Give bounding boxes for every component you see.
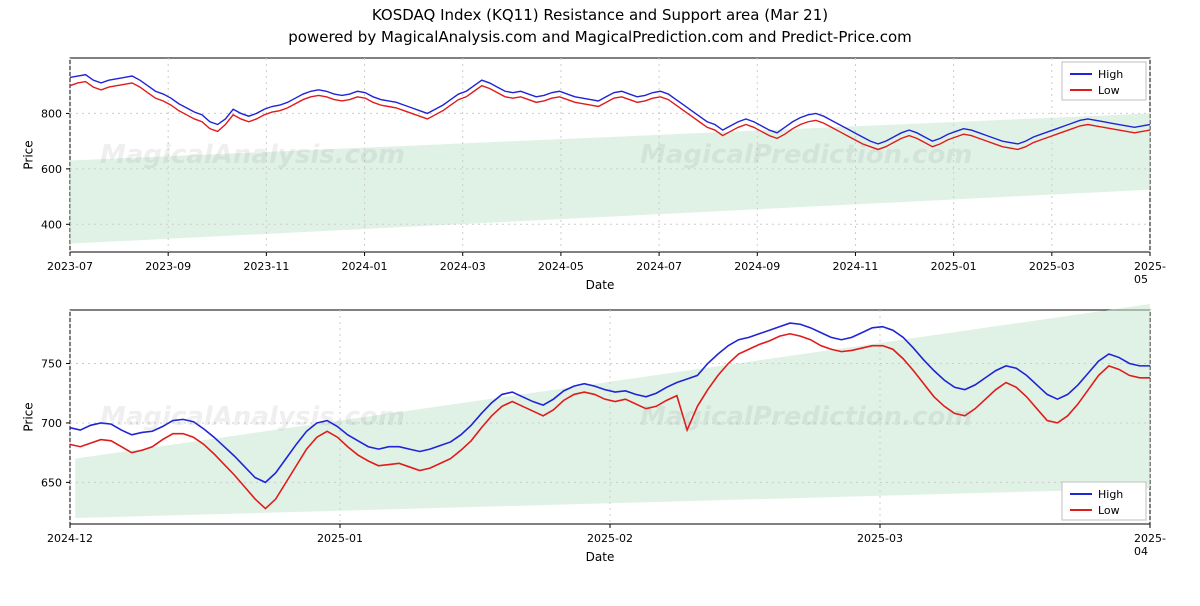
xtick-label: 2024-11: [832, 260, 878, 273]
svg-text:400: 400: [41, 218, 62, 231]
top-xlabel: Date: [0, 278, 1200, 292]
top-chart-container: Price 400600800HighLow MagicalAnalysis.c…: [60, 50, 1180, 260]
xtick-label: 2023-07: [47, 260, 93, 273]
svg-text:650: 650: [41, 476, 62, 489]
svg-text:High: High: [1098, 68, 1123, 81]
bottom-chart: 650700750HighLow: [60, 302, 1160, 532]
xtick-label: 2023-11: [243, 260, 289, 273]
xtick-label: 2025-05: [1134, 260, 1166, 286]
xtick-label: 2024-01: [342, 260, 388, 273]
top-ylabel: Price: [22, 140, 36, 169]
xtick-label: 2024-03: [440, 260, 486, 273]
top-xtick-row: 2023-072023-092023-112024-012024-032024-…: [60, 260, 1180, 276]
xtick-label: 2025-02: [587, 532, 633, 545]
xtick-label: 2025-04: [1134, 532, 1166, 558]
xtick-label: 2024-12: [47, 532, 93, 545]
svg-text:Low: Low: [1098, 84, 1120, 97]
xtick-label: 2025-03: [1029, 260, 1075, 273]
bottom-chart-container: Price 650700750HighLow MagicalAnalysis.c…: [60, 302, 1180, 532]
chart-subtitle: powered by MagicalAnalysis.com and Magic…: [0, 28, 1200, 46]
svg-text:700: 700: [41, 417, 62, 430]
svg-text:High: High: [1098, 488, 1123, 501]
svg-text:Low: Low: [1098, 504, 1120, 517]
chart-title: KOSDAQ Index (KQ11) Resistance and Suppo…: [0, 6, 1200, 24]
xtick-label: 2023-09: [145, 260, 191, 273]
xtick-label: 2025-03: [857, 532, 903, 545]
svg-text:600: 600: [41, 163, 62, 176]
xtick-label: 2025-01: [317, 532, 363, 545]
xtick-label: 2024-05: [538, 260, 584, 273]
xtick-label: 2024-07: [636, 260, 682, 273]
bottom-xtick-row: 2024-122025-012025-022025-032025-04: [60, 532, 1180, 548]
xtick-label: 2024-09: [734, 260, 780, 273]
bottom-ylabel: Price: [22, 402, 36, 431]
svg-text:750: 750: [41, 358, 62, 371]
xtick-label: 2025-01: [931, 260, 977, 273]
svg-text:800: 800: [41, 107, 62, 120]
bottom-xlabel: Date: [0, 550, 1200, 564]
top-chart: 400600800HighLow: [60, 50, 1160, 260]
